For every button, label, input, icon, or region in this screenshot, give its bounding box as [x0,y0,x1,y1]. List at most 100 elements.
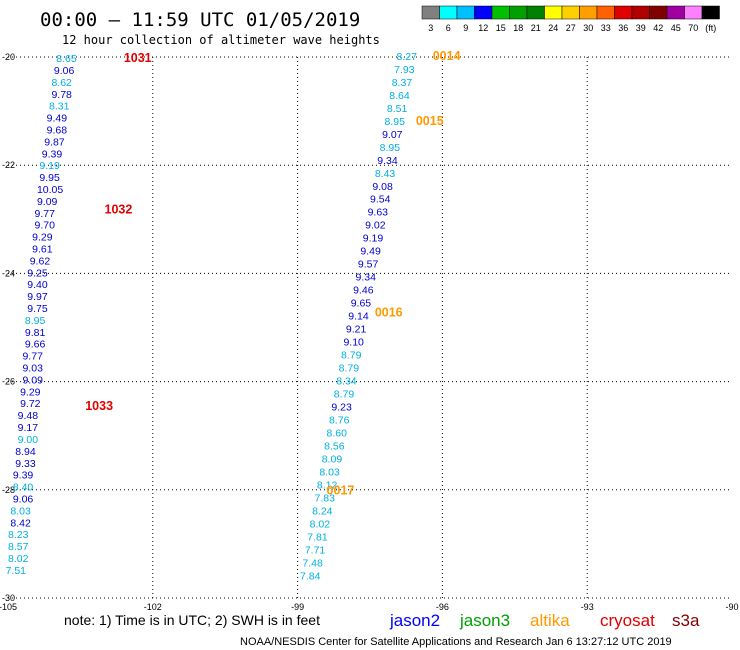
swh-value-label: 9.77 [35,208,56,220]
swh-value-label: 8.31 [49,101,70,113]
colorbar-label: 27 [566,23,576,33]
colorbar-label: 36 [618,23,628,33]
swh-value-label: 9.65 [351,298,372,310]
footer-credit: NOAA/NESDIS Center for Satellite Applica… [240,636,672,648]
swh-value-label: 9.49 [47,113,68,125]
legend-item-cryosat: cryosat [600,611,655,630]
x-tick-label: -105 [0,602,17,612]
colorbar-swatch [509,5,528,20]
swh-value-label: 7.81 [307,531,328,543]
swh-value-label: 9.07 [382,129,403,141]
swh-value-label: 8.02 [8,553,29,565]
swh-value-label: 8.64 [389,90,410,102]
colorbar-label: 39 [636,23,646,33]
x-tick-label: -99 [291,602,304,612]
colorbar-swatch [579,5,598,20]
colorbar-swatch [491,5,510,20]
colorbar-swatch [421,5,440,20]
colorbar-swatch [631,5,650,20]
y-tick-label: -24 [2,268,15,278]
colorbar-label: 6 [446,23,451,33]
colorbar-swatch [649,5,668,20]
legend-item-jason2: jason2 [389,611,440,630]
swh-value-label: 8.95 [384,116,405,128]
swh-value-label: 8.76 [329,414,350,426]
swh-value-label: 9.48 [18,410,39,422]
swh-value-label: 9.39 [42,148,63,160]
swh-value-label: 8.03 [10,505,31,517]
swh-value-label: 9.09 [22,374,43,386]
swh-value-label: 7.48 [302,557,323,569]
legend-item-jason3: jason3 [459,611,510,630]
swh-value-label: 8.40 [13,482,34,494]
colorbar-label: 70 [688,23,698,33]
swh-value-label: 8.79 [334,389,355,401]
swh-value-label: 8.65 [56,53,77,65]
swh-value-label: 9.70 [35,220,56,232]
colorbar-swatch [544,5,563,20]
swh-value-label: 9.33 [15,458,36,470]
swh-value-label: 9.19 [39,160,60,172]
swh-points: 8.659.068.629.788.319.499.689.879.399.19… [6,51,418,582]
swh-value-label: 8.94 [15,446,36,458]
colorbar-swatch [526,5,545,20]
x-tick-label: -90 [725,602,738,612]
colorbar-label: 45 [671,23,681,33]
swh-value-label: 9.34 [377,155,398,167]
y-tick-label: -22 [2,160,15,170]
swh-value-label: 8.34 [336,376,357,388]
swh-value-label: 9.23 [331,401,352,413]
y-axis-ticks: -20 -22 -24 -26 -28 -30 [2,52,15,603]
x-tick-label: -102 [144,602,162,612]
swh-value-label: 9.19 [363,233,384,245]
colorbar-swatch [684,5,703,20]
swh-value-label: 9.61 [32,244,53,256]
legend-item-altika: altika [530,611,570,630]
colorbar-swatch [439,5,458,20]
swh-value-label: 7.51 [6,565,27,577]
chart-title: 00:00 – 11:59 UTC 01/05/2019 [40,9,360,31]
swh-value-label: 8.23 [8,529,29,541]
swh-value-label: 8.79 [339,363,360,375]
x-axis-ticks: -105 -102 -99 -96 -93 -90 [0,602,739,612]
swh-value-label: 9.06 [54,65,75,77]
swh-value-label: 9.03 [22,363,43,375]
swh-value-label: 9.78 [51,89,72,101]
swh-value-label: 9.08 [372,181,393,193]
colorbar-swatch [474,5,493,20]
swh-value-label: 9.29 [32,232,53,244]
colorbar-label: (ft) [705,23,716,33]
colorbar-swatch [596,5,615,20]
time-label: 1031 [124,51,152,65]
colorbar-label: 24 [548,23,558,33]
swh-value-label: 9.39 [13,470,34,482]
swh-value-label: 9.57 [358,259,379,271]
swh-value-label: 9.77 [22,351,43,363]
swh-value-label: 8.37 [392,77,413,89]
y-tick-label: -30 [2,593,15,603]
colorbar-swatch [701,5,720,20]
time-label: 0014 [433,49,461,63]
swh-value-label: 9.21 [346,324,367,336]
satellite-legend: jason2 jason3 altika cryosat s3a [389,611,700,630]
x-tick-label: -96 [436,602,449,612]
swh-value-label: 8.56 [324,440,345,452]
swh-value-label: 9.14 [348,311,369,323]
colorbar-swatch [614,5,633,20]
swh-value-label: 9.72 [20,398,41,410]
swh-value-label: 9.29 [20,386,41,398]
colorbar-swatch [666,5,685,20]
time-label: 0016 [375,305,403,319]
swh-value-label: 9.00 [18,434,39,446]
colorbar-label: 30 [583,23,593,33]
time-label: 1032 [105,203,133,217]
y-tick-label: -26 [2,377,15,387]
x-tick-label: -93 [581,602,594,612]
grid-lines [8,56,732,599]
swh-value-label: 8.02 [310,518,331,530]
legend-item-s3a: s3a [672,611,700,630]
swh-value-label: 9.02 [365,220,386,232]
swh-value-label: 9.10 [343,337,364,349]
y-tick-label: -28 [2,485,15,495]
